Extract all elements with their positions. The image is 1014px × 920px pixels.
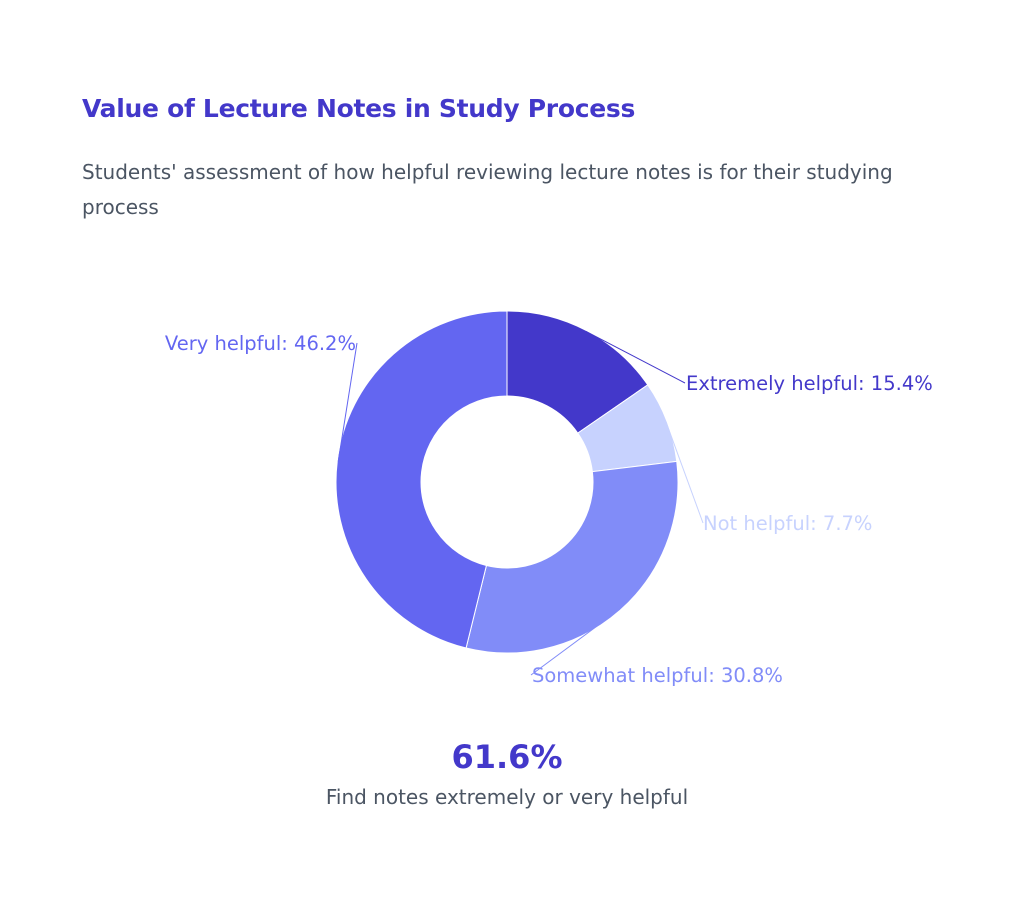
leader-line: [585, 331, 686, 384]
donut-chart: Extremely helpful: 15.4% Not helpful: 7.7…: [165, 310, 933, 687]
slice-label: Extremely helpful: 15.4%: [686, 372, 933, 395]
leader-line: [337, 342, 358, 462]
slice-very-helpful[interactable]: [335, 310, 508, 649]
labels-layer: Extremely helpful: 15.4% Not helpful: 7.7…: [165, 331, 933, 687]
leader-line: [530, 608, 621, 676]
chart-subtitle: Students' assessment of how helpful revi…: [82, 160, 893, 219]
leader-line: [665, 421, 704, 524]
slice-label: Very helpful: 46.2%: [165, 332, 356, 355]
summary-caption: Find notes extremely or very helpful: [325, 785, 689, 809]
slice-somewhat-helpful[interactable]: [465, 460, 679, 654]
summary-value: 61.6%: [451, 738, 563, 776]
slice-extremely-helpful[interactable]: [506, 310, 649, 434]
slices-layer: [335, 310, 679, 654]
slice-label: Somewhat helpful: 30.8%: [532, 664, 783, 687]
chart-title: Value of Lecture Notes in Study Process: [82, 94, 636, 123]
slice-label: Not helpful: 7.7%: [703, 512, 872, 535]
